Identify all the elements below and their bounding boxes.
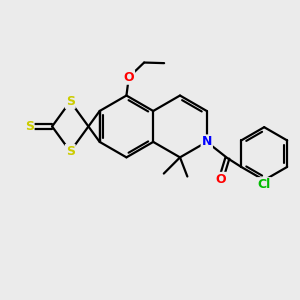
Text: S: S	[66, 95, 75, 108]
Text: O: O	[124, 71, 134, 84]
Text: S: S	[25, 120, 34, 133]
Text: S: S	[66, 145, 75, 158]
Text: O: O	[216, 173, 226, 186]
Text: Cl: Cl	[258, 178, 271, 191]
Text: N: N	[202, 135, 212, 148]
